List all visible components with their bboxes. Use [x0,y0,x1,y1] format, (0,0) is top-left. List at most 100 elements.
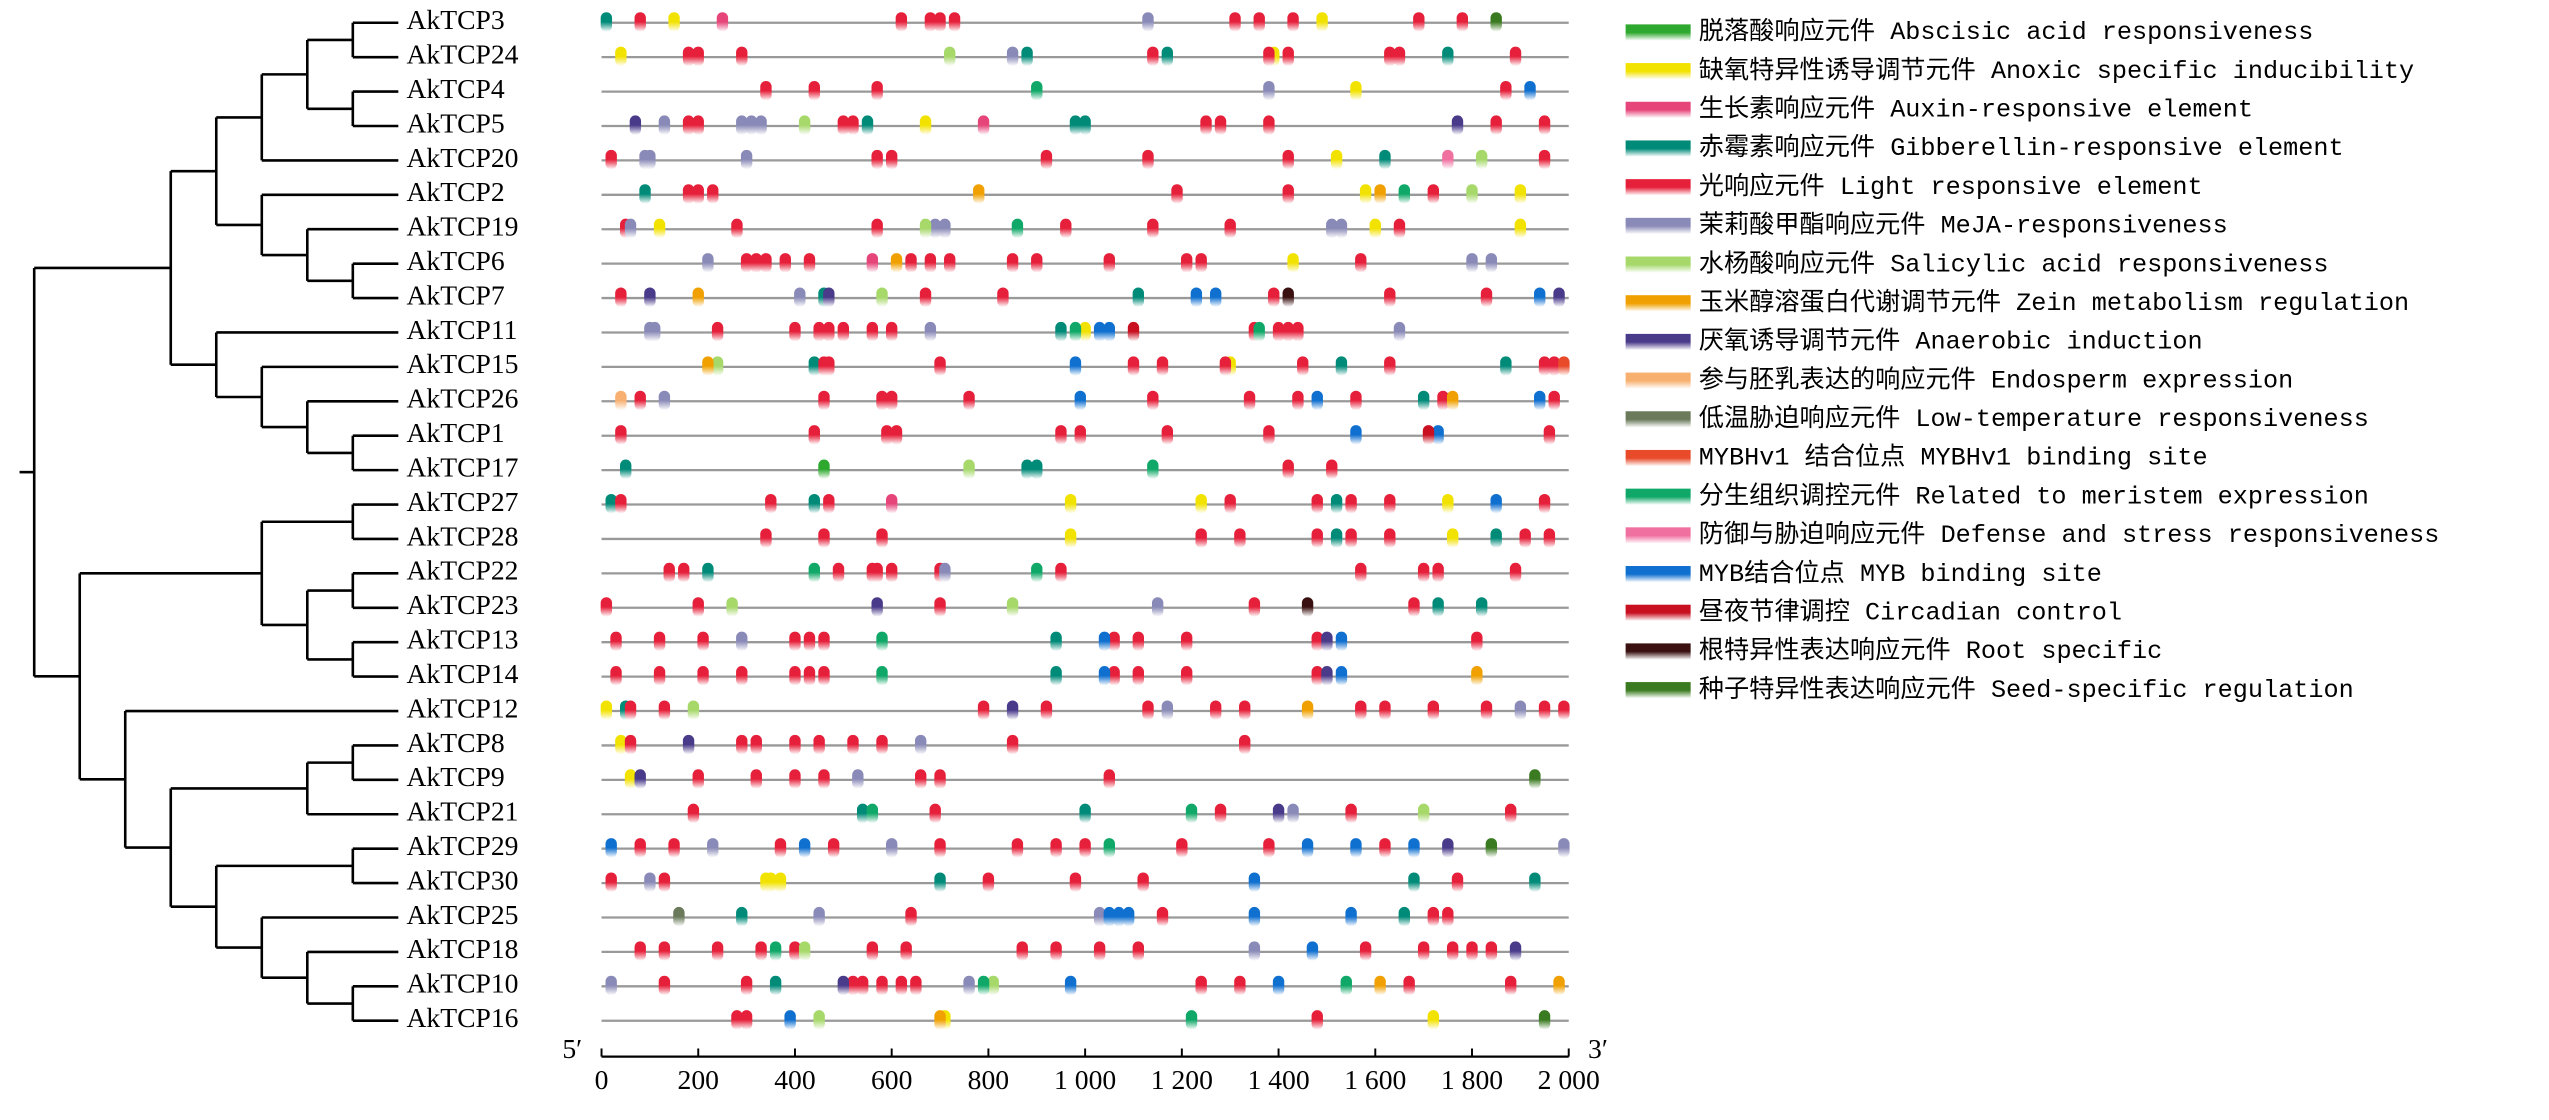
cis-element [808,562,820,583]
cis-element [803,666,816,686]
cis-element [1103,321,1115,342]
cis-element [1040,700,1053,720]
x-tick-label: 1 600 [1344,1064,1406,1095]
legend-label: 赤霉素响应元件 Gibberellin-responsive element [1699,133,2344,163]
cis-element [1292,321,1304,342]
cis-element [1069,356,1082,376]
gene-label: AkTCP16 [406,1002,518,1033]
cis-element [1355,562,1367,583]
cis-element [866,321,879,342]
cis-element [934,838,946,858]
cis-element [1132,666,1145,686]
cis-element [1529,872,1541,893]
cis-element [653,631,666,652]
cis-element [1427,184,1440,204]
cis-element [934,769,946,789]
cis-element [1263,81,1275,101]
cis-element [1282,149,1294,170]
cis-element [905,906,917,927]
cis-element [1268,287,1280,308]
legend-swatch [1625,566,1691,583]
cis-element [977,115,990,135]
cis-element [1321,666,1333,686]
cis-element [697,631,709,652]
cis-element [934,356,946,376]
cis-element [1098,666,1111,686]
cis-element [1093,941,1106,961]
cis-element [818,631,830,652]
cis-element [1480,700,1493,720]
cis-element [1311,1010,1323,1030]
cis-element [702,562,714,583]
legend-label: 防御与胁迫响应元件 Defense and stress responsiven… [1699,520,2440,550]
cis-element [1543,528,1556,548]
cis-element [1330,493,1343,514]
cis-element [871,597,883,617]
cis-element [600,597,613,617]
cis-element [1505,803,1517,824]
cis-element [1311,390,1323,411]
cis-element [765,872,777,893]
cis-element [711,321,724,342]
cis-element [1485,838,1498,858]
cis-element [876,734,888,755]
cis-element [600,12,613,32]
cis-element [1064,493,1077,514]
cis-element [615,46,627,67]
cis-element [1021,459,1033,480]
cis-element [731,218,743,239]
cis-element [1214,803,1227,824]
gene-label: AkTCP30 [406,864,518,895]
cis-element [934,597,946,617]
cis-element [789,941,801,961]
gene-label: AkTCP15 [406,348,518,379]
cis-element [1050,666,1062,686]
cis-element [765,493,777,514]
cis-element [919,287,932,308]
cis-element [1243,390,1256,411]
cis-element [1108,666,1120,686]
cis-element [1287,12,1299,32]
cis-element [1359,184,1372,204]
cis-element [1417,390,1430,411]
cis-element [1403,975,1415,996]
cis-element [1485,941,1498,961]
cis-element [948,12,961,32]
cis-element [1548,390,1560,411]
cis-element [624,734,637,755]
cis-element [1514,700,1527,720]
cis-element [1471,666,1483,686]
cis-element [808,81,820,101]
cis-element [876,528,888,548]
cis-element [1079,321,1091,342]
gene-label: AkTCP21 [406,796,518,827]
cis-element [885,390,898,411]
cis-element [692,287,704,308]
cis-element [760,528,772,548]
cis-element [740,975,753,996]
cis-element [900,941,912,961]
cis-element [808,425,820,445]
cis-element [1301,838,1314,858]
cis-element [1224,218,1236,239]
cis-element [615,493,627,514]
legend-swatch [1625,24,1691,41]
cis-element [929,218,941,239]
cis-element [1456,12,1469,32]
cis-element [1190,287,1203,308]
cis-element [779,253,791,273]
cis-element [1263,425,1275,445]
cis-element [847,975,859,996]
cis-element [750,253,762,273]
cis-element [600,700,613,720]
cis-element [1031,459,1043,480]
cis-element [1543,425,1556,445]
cis-element [1031,562,1043,583]
cis-element [1185,1010,1198,1030]
gene-label: AkTCP27 [406,486,518,517]
gene-label: AkTCP23 [406,589,518,620]
cis-element [1016,941,1028,961]
cis-element [687,700,700,720]
cis-element [1113,906,1125,927]
cis-element [866,803,879,824]
